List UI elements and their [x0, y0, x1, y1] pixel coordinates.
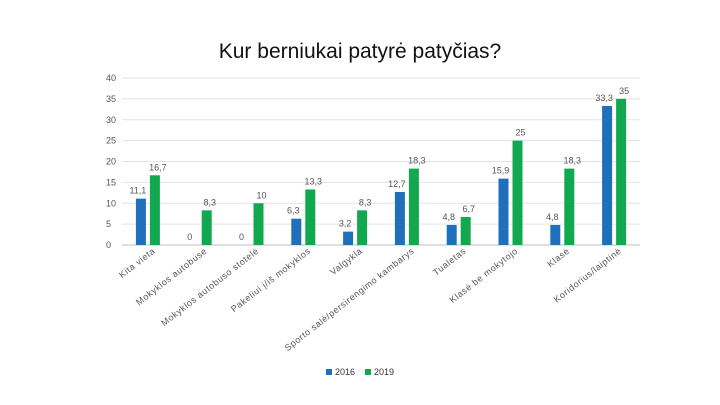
- data-label-2016: 4,8: [546, 212, 559, 222]
- legend: 2016 2019: [0, 367, 720, 377]
- bar-2019: [357, 210, 368, 245]
- y-tick-label: 15: [106, 177, 116, 187]
- data-label-2019: 10: [256, 190, 266, 200]
- data-label-2019: 35: [619, 86, 629, 96]
- bar-2016: [602, 105, 613, 245]
- bar-2016: [135, 198, 146, 245]
- data-label-2016: 12,7: [388, 179, 406, 189]
- bar-2019: [149, 175, 160, 245]
- data-label-2016: 6,3: [287, 206, 300, 216]
- data-label-2019: 18,3: [408, 156, 426, 166]
- legend-label-2016: 2016: [334, 367, 355, 377]
- data-label-2019: 16,7: [149, 162, 167, 172]
- chart-title: Kur berniukai patyrė patyčias?: [218, 40, 502, 63]
- x-tick-label: Klasė: [545, 246, 571, 270]
- legend-item-2019: 2019: [365, 367, 394, 377]
- bar-2019: [564, 168, 575, 245]
- bar-2019: [408, 168, 419, 245]
- data-label-2016: 15,9: [492, 166, 510, 176]
- legend-swatch-2016: [325, 369, 332, 375]
- legend-swatch-2019: [365, 369, 371, 375]
- bar-2019: [201, 210, 212, 245]
- data-label-2016: 4,8: [442, 212, 455, 222]
- bar-2016: [498, 178, 509, 245]
- legend-item-2016: 2016: [325, 367, 355, 377]
- data-label-2016: 3,2: [339, 219, 352, 229]
- bar-2016: [343, 231, 354, 245]
- bar-2019: [512, 140, 523, 245]
- y-tick-label: 5: [106, 219, 111, 229]
- bar-2016: [446, 224, 457, 245]
- data-label-2019: 25: [515, 128, 525, 138]
- data-label-2016: 0: [239, 232, 244, 242]
- bar-2019: [616, 98, 627, 245]
- x-tick-label: Valgykla: [328, 246, 364, 277]
- data-label-2019: 8,3: [359, 197, 372, 207]
- y-tick-label: 35: [106, 94, 116, 104]
- y-tick-label: 10: [106, 198, 116, 208]
- data-label-2016: 33,3: [595, 93, 613, 103]
- bar-2016: [394, 191, 405, 245]
- y-tick-label: 0: [106, 240, 111, 250]
- bar-2019: [253, 203, 264, 245]
- bar-2019: [305, 189, 316, 245]
- bar-2016: [291, 218, 302, 245]
- data-label-2019: 6,7: [462, 204, 475, 214]
- y-tick-label: 30: [106, 115, 116, 125]
- y-tick-label: 40: [106, 73, 116, 83]
- x-tick-label: Kita vieta: [117, 246, 157, 280]
- y-tick-label: 20: [106, 157, 116, 167]
- data-label-2019: 18,3: [564, 156, 582, 166]
- data-label-2019: 8,3: [203, 197, 216, 207]
- x-tick-label: Tualetas: [431, 246, 468, 278]
- bar-2019: [460, 217, 471, 245]
- data-label-2019: 13,3: [305, 176, 323, 186]
- x-tick-label: Mokyklos autobuso stotelė: [159, 246, 261, 328]
- data-label-2016: 11,1: [129, 186, 146, 196]
- legend-label-2019: 2019: [374, 367, 395, 377]
- data-label-2016: 0: [187, 232, 192, 242]
- bar-2016: [550, 224, 561, 245]
- y-tick-label: 25: [106, 136, 116, 146]
